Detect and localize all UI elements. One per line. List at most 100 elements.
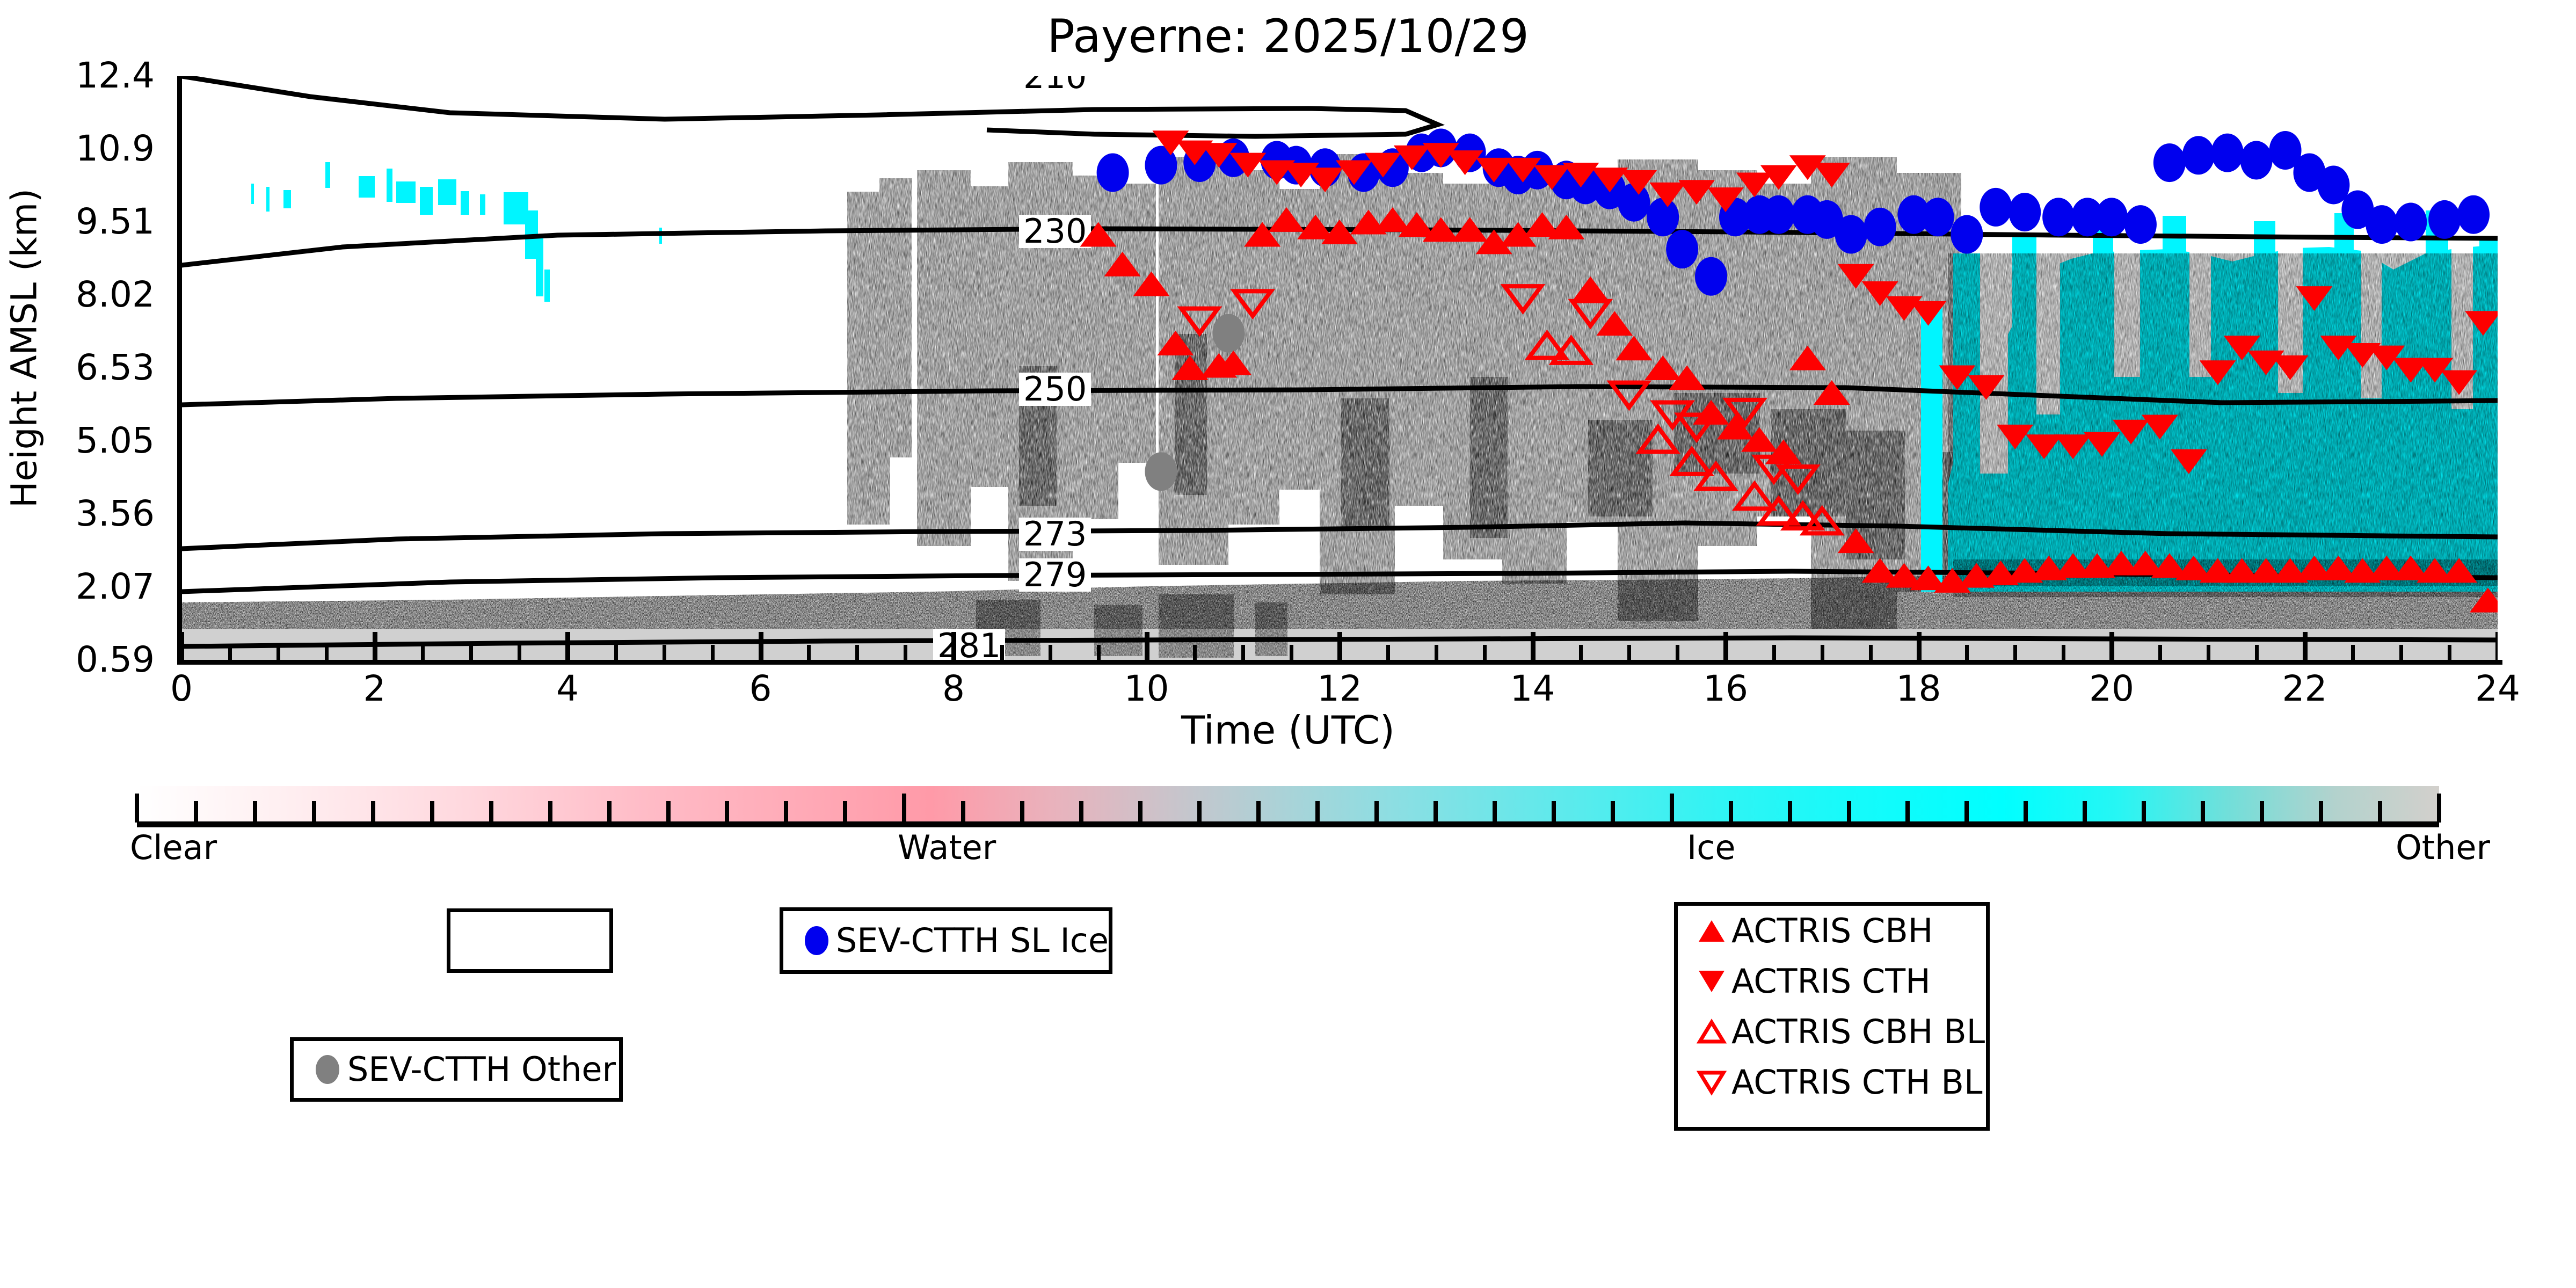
marker-actris-cth[interactable] <box>2199 360 2236 385</box>
marker-actris-cth[interactable] <box>1335 160 1372 185</box>
marker-actris-cth[interactable] <box>1562 163 1599 188</box>
marker-actris-cbh[interactable] <box>2417 558 2454 583</box>
marker-actris-cbh[interactable] <box>1910 565 1947 591</box>
marker-actris-cbh-bl[interactable] <box>1669 446 1715 476</box>
marker-actris-cbh[interactable] <box>1244 222 1281 247</box>
marker-actris-cbh[interactable] <box>2102 550 2140 576</box>
marker-actris-cth[interactable] <box>1620 170 1657 195</box>
legend-box-sev-sl-ice[interactable]: SEV-CTTH SL Ice <box>780 907 1112 974</box>
legend-row-actris-cth-bl[interactable]: ACTRIS CTH BL <box>1678 1057 1986 1108</box>
marker-actris-cth[interactable] <box>2141 414 2178 440</box>
marker-sev-ctth-sl-ice[interactable] <box>1618 183 1650 222</box>
marker-actris-cbh[interactable] <box>1886 563 1923 588</box>
marker-actris-cth-bl[interactable] <box>1775 464 1821 495</box>
marker-actris-cth[interactable] <box>1968 375 2005 400</box>
marker-actris-cth[interactable] <box>1152 130 1189 156</box>
marker-actris-cth[interactable] <box>1861 281 1898 306</box>
marker-actris-cbh-bl[interactable] <box>1756 495 1801 526</box>
marker-actris-cbh[interactable] <box>2247 558 2284 583</box>
marker-actris-cth[interactable] <box>2272 355 2309 381</box>
marker-actris-cbh[interactable] <box>1596 311 1633 336</box>
marker-sev-ctth-sl-ice[interactable] <box>2293 153 2326 192</box>
marker-actris-cbh-bl[interactable] <box>1635 423 1681 454</box>
marker-actris-cth[interactable] <box>2417 358 2454 383</box>
marker-sev-ctth-sl-ice[interactable] <box>2457 195 2490 234</box>
marker-sev-ctth-sl-ice[interactable] <box>2317 165 2350 205</box>
marker-actris-cbh[interactable] <box>1398 212 1435 237</box>
marker-sev-ctth-sl-ice[interactable] <box>1922 198 1954 237</box>
marker-actris-cbh[interactable] <box>1157 331 1194 356</box>
marker-actris-cth[interactable] <box>1446 150 1483 176</box>
legend-box-sev-other[interactable]: SEV-CTTH Other <box>290 1037 623 1102</box>
marker-sev-ctth-sl-ice[interactable] <box>2211 133 2244 172</box>
marker-actris-cbh[interactable] <box>1321 219 1358 244</box>
plot-area[interactable]: 210 230 250 273 279 281 <box>181 76 2498 660</box>
marker-sev-ctth-sl-ice[interactable] <box>1897 195 1930 234</box>
marker-actris-cbh[interactable] <box>1861 558 1898 583</box>
marker-actris-cth[interactable] <box>1813 163 1850 188</box>
marker-actris-cbh[interactable] <box>2151 553 2188 578</box>
marker-actris-cbh[interactable] <box>1572 276 1609 301</box>
marker-actris-cth[interactable] <box>2392 358 2429 383</box>
marker-actris-cth-bl[interactable] <box>1230 289 1276 320</box>
marker-sev-ctth-sl-ice[interactable] <box>2341 190 2374 229</box>
marker-actris-cth[interactable] <box>1229 152 1267 178</box>
marker-actris-cbh[interactable] <box>2296 555 2333 580</box>
marker-sev-ctth-sl-ice[interactable] <box>1647 198 1679 237</box>
marker-sev-ctth-sl-ice[interactable] <box>1695 257 1728 296</box>
marker-sev-ctth-sl-ice[interactable] <box>2240 141 2273 180</box>
marker-actris-cbh[interactable] <box>1422 217 1459 242</box>
legend-row-actris-cth[interactable]: ACTRIS CTH <box>1678 956 1986 1007</box>
marker-sev-ctth-sl-ice[interactable] <box>2042 198 2075 237</box>
marker-actris-cbh[interactable] <box>2127 550 2164 576</box>
marker-actris-cth[interactable] <box>2223 336 2260 361</box>
marker-actris-cbh[interactable] <box>2055 553 2092 578</box>
marker-actris-cbh[interactable] <box>1716 414 1753 440</box>
marker-actris-cth[interactable] <box>1422 143 1459 168</box>
marker-actris-cbh[interactable] <box>1451 217 1488 242</box>
marker-actris-cbh[interactable] <box>2199 558 2236 583</box>
marker-actris-cbh[interactable] <box>1215 350 1252 375</box>
marker-actris-cbh[interactable] <box>2368 555 2405 580</box>
marker-sev-ctth-sl-ice[interactable] <box>2428 200 2461 239</box>
marker-actris-cth[interactable] <box>2084 432 2121 457</box>
legend-row-actris-cbh[interactable]: ACTRIS CBH <box>1678 906 1986 956</box>
marker-sev-ctth-sl-ice[interactable] <box>1762 195 1795 234</box>
marker-actris-cbh[interactable] <box>1524 212 1561 237</box>
marker-actris-cth[interactable] <box>1475 157 1512 183</box>
marker-actris-cbh[interactable] <box>1644 355 1682 381</box>
marker-actris-cbh[interactable] <box>1475 229 1512 254</box>
marker-sev-ctth-sl-ice[interactable] <box>2095 198 2128 237</box>
marker-actris-cth-bl[interactable] <box>1500 284 1546 315</box>
marker-actris-cbh[interactable] <box>1374 207 1411 232</box>
marker-actris-cbh[interactable] <box>1693 399 1730 425</box>
marker-actris-cbh[interactable] <box>1268 207 1305 232</box>
marker-actris-cth[interactable] <box>1533 165 1570 190</box>
marker-actris-cbh[interactable] <box>2320 555 2357 580</box>
marker-actris-cth[interactable] <box>1910 301 1947 326</box>
legend-row-actris-cbh-bl[interactable]: ACTRIS CBH BL <box>1678 1007 1986 1057</box>
marker-sev-ctth-sl-ice[interactable] <box>2071 198 2104 237</box>
marker-actris-cth-bl[interactable] <box>1722 397 1767 428</box>
marker-actris-cth-bl[interactable] <box>1606 380 1652 411</box>
marker-sev-ctth-sl-ice[interactable] <box>2182 136 2215 175</box>
marker-sev-ctth-sl-ice[interactable] <box>1980 187 2012 227</box>
marker-actris-cth[interactable] <box>1504 157 1541 183</box>
data-marker-layer[interactable] <box>181 76 2498 660</box>
marker-actris-cbh[interactable] <box>1080 222 1117 247</box>
marker-sev-ctth-sl-ice[interactable] <box>1145 145 1177 185</box>
marker-actris-cth[interactable] <box>2026 434 2063 460</box>
legend-box-actris[interactable]: ACTRIS CBH ACTRIS CTH ACTRIS CBH BL ACTR… <box>1674 902 1990 1131</box>
marker-actris-cth[interactable] <box>2170 449 2207 474</box>
marker-actris-cbh[interactable] <box>1133 271 1170 296</box>
marker-actris-cbh[interactable] <box>1616 336 1653 361</box>
marker-actris-cth[interactable] <box>1736 172 1773 198</box>
marker-actris-cth[interactable] <box>2368 345 2405 370</box>
marker-actris-cbh[interactable] <box>2175 555 2212 580</box>
marker-actris-cth[interactable] <box>1307 168 1344 193</box>
marker-actris-cbh[interactable] <box>2441 558 2478 583</box>
marker-actris-cbh[interactable] <box>1500 222 1537 247</box>
marker-actris-cth[interactable] <box>2465 311 2498 336</box>
marker-sev-ctth-sl-ice[interactable] <box>2153 143 2186 183</box>
marker-actris-cth[interactable] <box>1591 168 1628 193</box>
